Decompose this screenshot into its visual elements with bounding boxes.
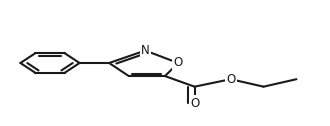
Text: N: N xyxy=(141,44,150,57)
Text: O: O xyxy=(174,56,183,70)
Text: O: O xyxy=(190,97,199,110)
Text: O: O xyxy=(226,73,235,86)
